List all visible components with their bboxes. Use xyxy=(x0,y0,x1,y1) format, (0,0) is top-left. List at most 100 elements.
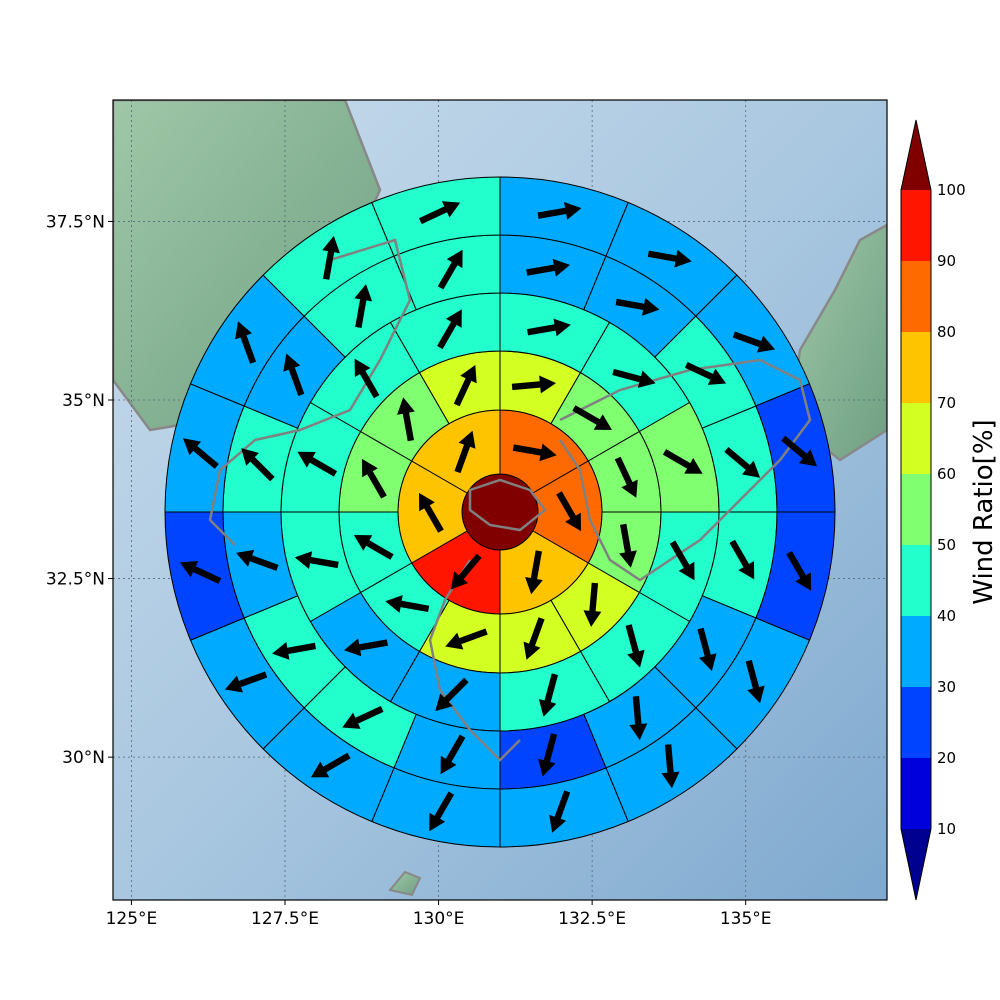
y-tick-label: 30°N xyxy=(62,748,105,768)
wind-arrow xyxy=(583,582,602,627)
colorbar-tick-label: 20 xyxy=(937,749,956,767)
wind-arrow xyxy=(241,448,275,482)
wind-arrow xyxy=(429,791,455,832)
colorbar-segment xyxy=(901,332,931,403)
colorbar: 10 20 30 40 50 60 70 80 90 100 Wind Ratio[%] xyxy=(900,119,999,901)
wind-arrow xyxy=(437,309,462,350)
wind-arrow xyxy=(419,201,461,225)
map-frame xyxy=(112,99,888,901)
coastline xyxy=(208,238,812,762)
wind-arrow xyxy=(745,659,765,704)
wind-arrow xyxy=(549,790,571,833)
wind-arrow xyxy=(283,353,305,396)
wind-arrows xyxy=(179,201,817,833)
wind-arrow xyxy=(310,752,351,778)
colorbar-label: Wind Ratio[%] xyxy=(969,419,999,604)
colorbar-segment xyxy=(901,687,931,758)
wind-arrow xyxy=(572,405,612,430)
wind-arrow xyxy=(419,492,444,533)
colorbar-tick-label: 40 xyxy=(937,607,956,625)
ring-sectors xyxy=(164,176,836,848)
x-tick-label: 125°E xyxy=(106,909,158,929)
colorbar-extend-max xyxy=(901,120,931,190)
wind-arrow xyxy=(615,298,660,316)
x-tick-label: 135°E xyxy=(720,909,772,929)
wind-arrow xyxy=(236,549,279,571)
wind-arrow xyxy=(354,284,373,328)
y-tick-label: 35°N xyxy=(62,391,105,411)
wind-arrow xyxy=(342,706,384,729)
wind-arrow xyxy=(697,627,717,671)
wind-arrow xyxy=(512,443,557,462)
wind-arrow xyxy=(322,235,340,280)
wind-arrow xyxy=(224,671,268,693)
wind-arrow xyxy=(625,624,645,668)
colorbar-outline xyxy=(900,119,932,901)
colorbar-segment xyxy=(901,616,931,687)
colorbar-tick-label: 80 xyxy=(937,323,956,341)
wind-arrow xyxy=(537,202,582,220)
y-tick-label: 37.5°N xyxy=(46,212,105,232)
wind-arrow xyxy=(454,430,476,474)
wind-arrow xyxy=(294,551,339,569)
wind-arrow xyxy=(724,447,761,478)
wind-arrow xyxy=(732,331,776,353)
y-axis-ticks: 30°N 32.5°N 35°N 37.5°N xyxy=(46,212,113,768)
wind-arrow xyxy=(523,617,545,660)
wind-arrow xyxy=(526,258,570,277)
wind-arrow xyxy=(538,733,558,777)
wind-arrow xyxy=(353,535,394,560)
x-tick-label: 130°E xyxy=(413,909,465,929)
wind-arrow xyxy=(629,696,648,741)
wind-arrow xyxy=(662,449,703,474)
wind-arrow xyxy=(179,561,222,584)
wind-arrow xyxy=(445,628,488,650)
wind-arrow xyxy=(556,491,581,532)
wind-arrow xyxy=(511,375,556,394)
wind-arrow xyxy=(385,595,430,613)
wind-arrow xyxy=(661,744,680,789)
wind-arrow xyxy=(435,677,469,712)
colorbar-segment xyxy=(901,545,931,616)
wind-arrow xyxy=(619,523,637,568)
y-tick-label: 32.5°N xyxy=(46,570,105,590)
wind-arrow xyxy=(183,438,219,469)
wind-arrow xyxy=(235,321,257,364)
colorbar-tick-label: 10 xyxy=(937,820,956,838)
colorbar-tick-label: 90 xyxy=(937,252,956,270)
colorbar-extend-min xyxy=(901,829,931,900)
x-tick-label: 132.5°E xyxy=(558,909,626,929)
wind-arrow xyxy=(527,318,571,337)
wind-arrow xyxy=(450,553,482,590)
colorbar-tick-label: 30 xyxy=(937,678,956,696)
colorbar-tick-label: 50 xyxy=(937,536,956,554)
colorbar-segment xyxy=(901,758,931,829)
wind-arrow xyxy=(525,550,543,595)
wind-arrow xyxy=(362,458,387,499)
colorbar-tick-label: 60 xyxy=(937,465,956,483)
wind-arrow xyxy=(397,397,415,442)
wind-arrow xyxy=(786,551,812,591)
wind-arrow xyxy=(647,249,692,268)
wind-arrow xyxy=(453,365,477,407)
wind-arrow xyxy=(729,539,755,580)
wind-arrow xyxy=(354,358,380,399)
colorbar-segment xyxy=(901,474,931,545)
wind-arrow xyxy=(781,435,817,467)
x-tick-label: 127.5°E xyxy=(251,909,319,929)
wind-arrow xyxy=(437,249,463,290)
wind-arrow xyxy=(669,540,695,581)
colorbar-segment xyxy=(901,403,931,474)
wind-arrow xyxy=(614,456,638,498)
wind-arrow xyxy=(684,362,727,385)
wind-arrow xyxy=(297,451,338,477)
colorbar-segment xyxy=(901,190,931,261)
colorbar-tick-label: 100 xyxy=(937,181,966,199)
x-axis-ticks: 125°E 127.5°E 130°E 132.5°E 135°E xyxy=(106,900,772,929)
wind-arrow xyxy=(272,642,316,660)
wind-arrow xyxy=(612,368,656,388)
colorbar-segment xyxy=(901,261,931,332)
wind-arrow xyxy=(538,673,558,717)
